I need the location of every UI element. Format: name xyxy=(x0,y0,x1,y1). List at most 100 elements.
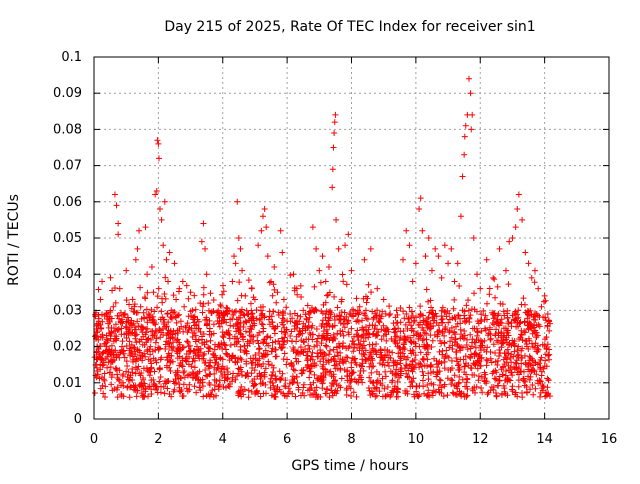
data-point xyxy=(295,350,302,357)
data-point xyxy=(138,380,145,387)
data-point xyxy=(487,336,494,343)
data-point xyxy=(386,363,393,370)
data-point xyxy=(438,384,445,391)
data-point xyxy=(524,315,531,322)
data-point xyxy=(394,370,401,377)
data-point xyxy=(317,349,324,356)
data-point xyxy=(264,253,271,260)
data-point xyxy=(110,325,117,332)
data-point xyxy=(512,359,519,366)
data-point xyxy=(99,331,106,338)
data-point xyxy=(353,393,360,400)
data-point xyxy=(394,385,401,392)
data-point xyxy=(204,320,211,327)
data-point xyxy=(303,352,310,359)
data-point xyxy=(491,321,498,328)
data-point xyxy=(346,310,353,317)
data-point xyxy=(118,392,125,399)
data-point xyxy=(423,351,430,358)
data-point xyxy=(292,393,299,400)
data-point xyxy=(251,296,258,303)
data-point xyxy=(308,304,315,311)
data-point xyxy=(113,386,120,393)
data-point xyxy=(380,296,387,303)
data-point xyxy=(308,384,315,391)
data-point xyxy=(531,267,538,274)
data-point xyxy=(362,356,369,363)
data-point xyxy=(174,336,181,343)
data-point xyxy=(257,380,264,387)
data-point xyxy=(195,347,202,354)
data-point xyxy=(382,373,389,380)
data-point xyxy=(108,329,115,336)
data-point xyxy=(203,338,210,345)
data-point xyxy=(439,328,446,335)
data-point xyxy=(467,90,474,97)
data-point xyxy=(325,321,332,328)
data-point xyxy=(179,344,186,351)
data-point xyxy=(211,386,218,393)
data-point xyxy=(140,365,147,372)
data-point xyxy=(459,333,466,340)
data-point xyxy=(306,345,313,352)
data-point xyxy=(416,333,423,340)
data-point xyxy=(466,319,473,326)
data-point xyxy=(504,378,511,385)
data-point xyxy=(216,344,223,351)
data-point xyxy=(444,392,451,399)
data-point xyxy=(100,390,107,397)
data-point xyxy=(393,333,400,340)
data-point xyxy=(216,314,223,321)
data-point xyxy=(262,390,269,397)
data-point xyxy=(139,382,146,389)
data-point xyxy=(463,371,470,378)
data-point xyxy=(355,318,362,325)
data-point xyxy=(451,296,458,303)
data-point xyxy=(117,349,124,356)
data-point xyxy=(321,350,328,357)
data-point xyxy=(461,363,468,370)
data-point xyxy=(500,337,507,344)
data-point xyxy=(371,384,378,391)
data-point xyxy=(294,380,301,387)
data-point xyxy=(486,291,493,298)
data-point xyxy=(539,382,546,389)
data-point xyxy=(91,389,98,396)
data-point xyxy=(362,307,369,314)
data-point xyxy=(546,351,553,358)
data-point xyxy=(283,393,290,400)
data-point xyxy=(483,356,490,363)
data-point xyxy=(369,308,376,315)
data-point xyxy=(271,263,278,270)
data-point xyxy=(284,318,291,325)
data-point xyxy=(503,355,510,362)
data-point xyxy=(536,360,543,367)
data-point xyxy=(530,327,537,334)
data-point xyxy=(496,347,503,354)
data-point xyxy=(196,368,203,375)
data-point xyxy=(120,350,127,357)
data-point xyxy=(300,381,307,388)
data-point xyxy=(518,301,525,308)
data-point xyxy=(248,333,255,340)
data-point xyxy=(276,368,283,375)
data-point xyxy=(402,336,409,343)
data-point xyxy=(304,355,311,362)
data-point xyxy=(169,331,176,338)
data-point xyxy=(185,348,192,355)
data-point xyxy=(270,323,277,330)
data-point xyxy=(160,316,167,323)
data-point xyxy=(313,338,320,345)
data-point xyxy=(456,344,463,351)
data-point xyxy=(318,378,325,385)
data-point xyxy=(285,385,292,392)
data-point xyxy=(245,394,252,401)
data-point xyxy=(365,385,372,392)
data-point xyxy=(435,322,442,329)
data-point xyxy=(432,245,439,252)
data-point xyxy=(515,383,522,390)
data-point xyxy=(208,308,215,315)
data-point xyxy=(514,206,521,213)
data-point xyxy=(106,317,113,324)
data-point xyxy=(332,387,339,394)
